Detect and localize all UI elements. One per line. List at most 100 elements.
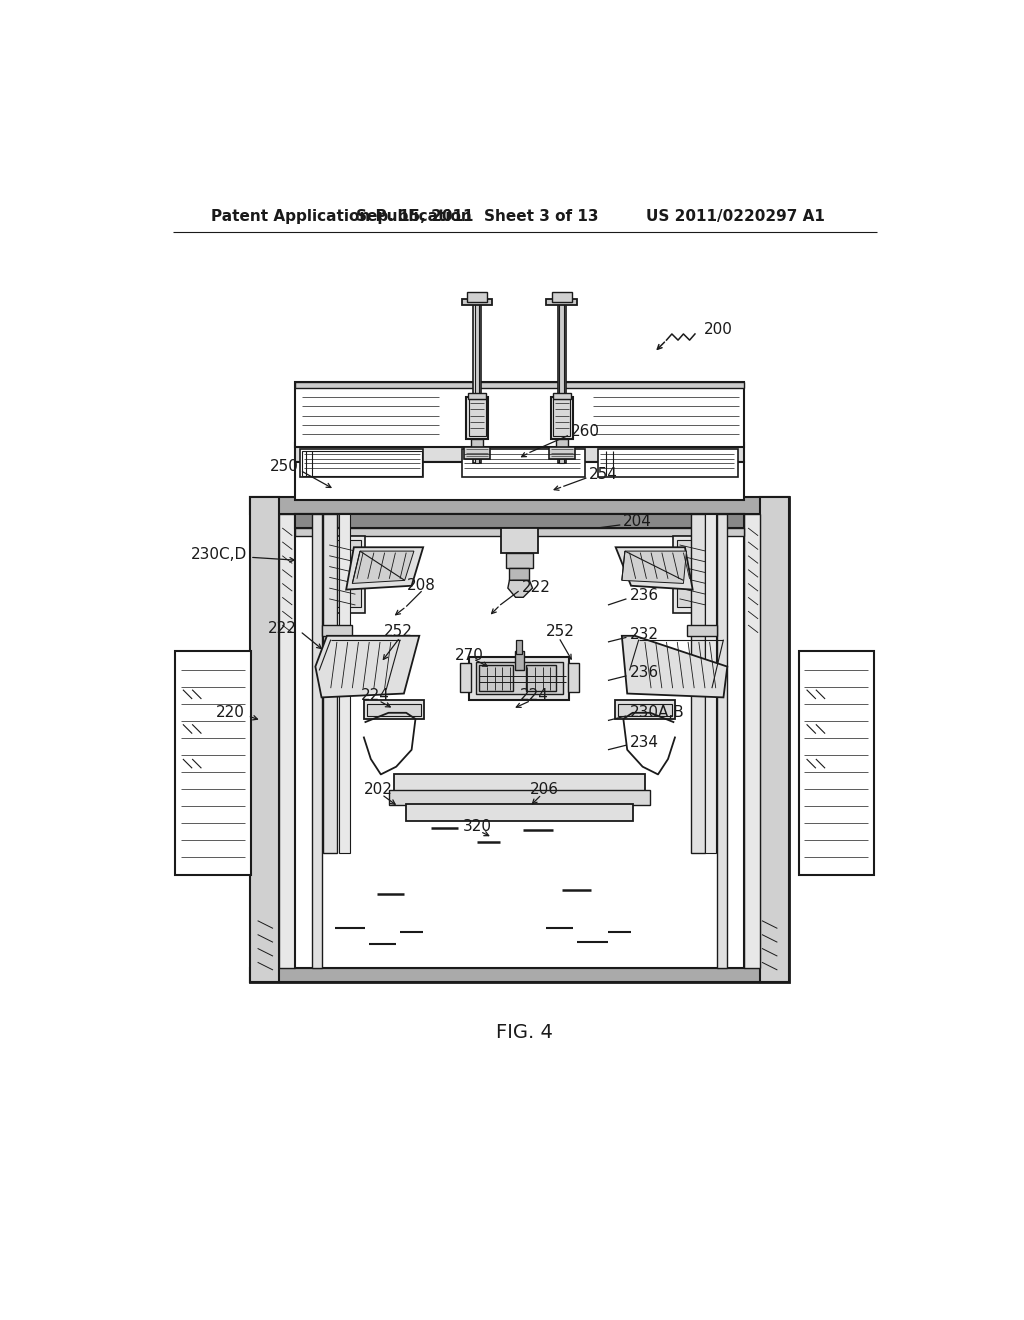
Bar: [462, 298, 493, 305]
Bar: [295, 381, 744, 388]
Bar: [407, 804, 633, 821]
Bar: [322, 667, 352, 677]
Bar: [614, 700, 675, 719]
Bar: [301, 451, 422, 475]
Bar: [674, 536, 716, 612]
Bar: [691, 515, 705, 853]
Bar: [250, 969, 788, 982]
Polygon shape: [615, 548, 692, 590]
Text: Sep. 15, 2011  Sheet 3 of 13: Sep. 15, 2011 Sheet 3 of 13: [355, 209, 598, 223]
Bar: [501, 528, 538, 553]
Bar: [471, 440, 483, 451]
Bar: [677, 540, 711, 607]
Text: 204: 204: [624, 515, 652, 529]
Bar: [506, 553, 534, 568]
Bar: [551, 397, 572, 440]
Text: 224: 224: [520, 688, 549, 704]
Bar: [744, 515, 760, 969]
Text: 202: 202: [365, 783, 393, 797]
Text: 254: 254: [589, 466, 617, 482]
Bar: [515, 651, 524, 669]
Bar: [295, 381, 744, 447]
Bar: [364, 700, 424, 719]
Polygon shape: [346, 548, 423, 590]
Bar: [339, 515, 350, 853]
Text: Patent Application Publication: Patent Application Publication: [211, 209, 472, 223]
Text: 222: 222: [268, 620, 297, 636]
Polygon shape: [315, 636, 419, 697]
Text: US 2011/0220297 A1: US 2011/0220297 A1: [646, 209, 825, 223]
Text: 260: 260: [571, 424, 600, 440]
Bar: [367, 704, 421, 715]
Text: 200: 200: [705, 322, 733, 337]
Text: 208: 208: [408, 578, 436, 593]
Bar: [556, 440, 568, 451]
Bar: [311, 515, 323, 969]
Bar: [475, 663, 563, 694]
Text: FIG. 4: FIG. 4: [497, 1023, 553, 1041]
Bar: [475, 301, 479, 462]
Text: 230C,D: 230C,D: [191, 546, 248, 562]
Bar: [462, 449, 585, 478]
Bar: [553, 400, 570, 437]
Bar: [300, 449, 423, 478]
Bar: [280, 515, 295, 969]
Bar: [617, 704, 672, 715]
Bar: [799, 651, 874, 874]
Bar: [469, 400, 485, 437]
Text: 222: 222: [521, 579, 551, 595]
Bar: [394, 775, 645, 791]
Text: 250: 250: [269, 459, 298, 474]
Bar: [250, 498, 280, 982]
Text: 234: 234: [630, 734, 658, 750]
Bar: [388, 789, 650, 805]
Bar: [559, 301, 564, 462]
Text: 220: 220: [216, 705, 245, 721]
Bar: [705, 515, 716, 853]
Bar: [250, 498, 788, 515]
Polygon shape: [352, 552, 414, 583]
Bar: [553, 393, 571, 400]
Bar: [323, 515, 337, 853]
Text: 236: 236: [630, 665, 658, 680]
Bar: [295, 444, 744, 462]
Bar: [560, 805, 631, 818]
Bar: [327, 540, 360, 607]
Bar: [547, 298, 578, 305]
Bar: [295, 515, 744, 528]
Bar: [473, 301, 481, 462]
Bar: [525, 665, 556, 692]
Bar: [460, 663, 471, 692]
Bar: [466, 397, 487, 440]
Polygon shape: [508, 581, 532, 597]
Bar: [717, 515, 727, 969]
Bar: [468, 393, 486, 400]
Bar: [509, 568, 529, 581]
Text: 252: 252: [546, 624, 574, 639]
Bar: [686, 667, 717, 677]
Bar: [464, 447, 490, 459]
Text: 320: 320: [463, 820, 492, 834]
Text: 230A,B: 230A,B: [630, 705, 684, 721]
Bar: [478, 665, 513, 692]
Bar: [516, 640, 522, 653]
Bar: [295, 515, 744, 969]
Polygon shape: [622, 552, 686, 583]
Bar: [512, 581, 527, 591]
Bar: [686, 626, 717, 636]
Text: 236: 236: [630, 589, 658, 603]
Bar: [467, 293, 487, 302]
Bar: [175, 651, 251, 874]
Bar: [558, 301, 565, 462]
Bar: [549, 447, 574, 459]
Bar: [598, 449, 738, 478]
Text: 252: 252: [384, 624, 413, 639]
Text: 232: 232: [630, 627, 658, 642]
Bar: [323, 536, 366, 612]
Bar: [295, 528, 744, 536]
Polygon shape: [622, 636, 727, 697]
Bar: [552, 293, 571, 302]
Bar: [408, 805, 478, 818]
Bar: [760, 498, 788, 982]
Bar: [295, 462, 744, 500]
